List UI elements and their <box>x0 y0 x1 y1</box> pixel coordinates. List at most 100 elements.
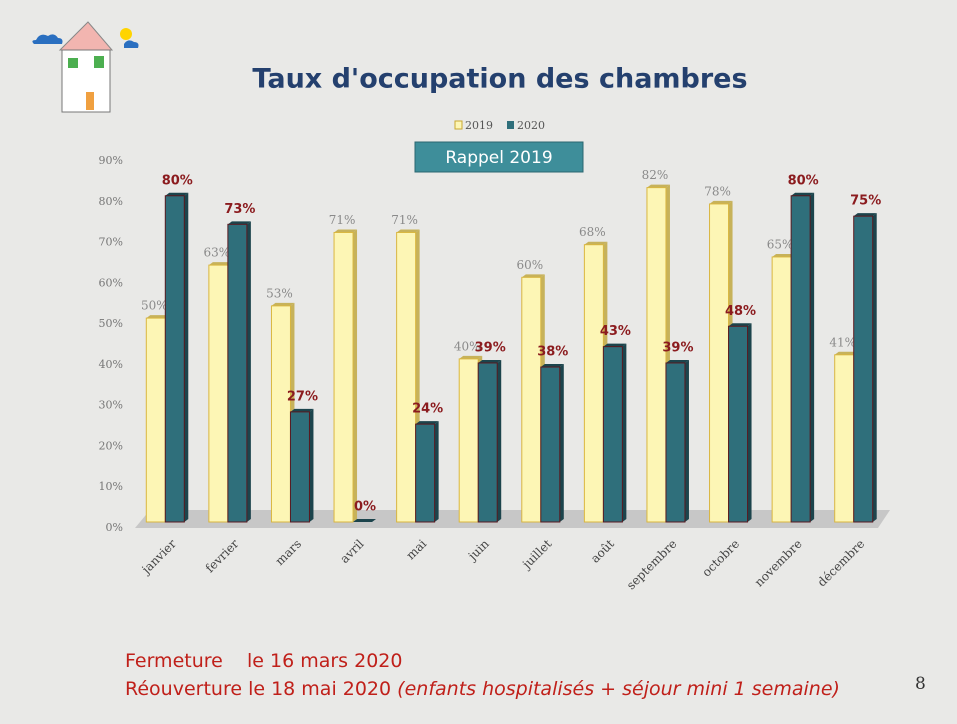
bar <box>145 317 166 523</box>
bar <box>164 195 185 523</box>
bar <box>853 215 874 523</box>
x-tick-label: juin <box>464 537 492 565</box>
value-label: 78% <box>704 184 731 198</box>
x-tick-label: janvier <box>138 537 179 578</box>
value-label: 68% <box>579 225 606 239</box>
bar <box>583 244 604 523</box>
annotation-box <box>414 141 584 173</box>
legend-swatch <box>454 120 463 130</box>
value-label: 40% <box>454 339 481 353</box>
bar-top <box>791 192 815 196</box>
bar-top <box>603 343 627 347</box>
value-label: 38% <box>537 345 568 360</box>
value-label: 43% <box>600 324 631 339</box>
bar-side <box>184 192 189 522</box>
x-tick-label: novembre <box>752 537 805 590</box>
bar-top <box>540 364 564 368</box>
bar <box>333 231 354 523</box>
bar-top <box>478 359 502 363</box>
bar-side <box>309 408 314 522</box>
bar-side <box>497 359 502 522</box>
bar-top <box>227 221 251 225</box>
bar <box>665 362 686 523</box>
x-tick-label: avril <box>337 537 366 566</box>
bar-top <box>165 192 189 196</box>
chart-title: Taux d'occupation des chambres <box>252 64 747 95</box>
bar <box>415 423 436 523</box>
bar-top <box>646 184 670 188</box>
legend-label: 2020 <box>517 119 545 132</box>
bar <box>834 354 855 523</box>
value-label: 53% <box>266 286 293 300</box>
house-icon <box>32 21 139 113</box>
bar <box>790 195 811 523</box>
value-label: 73% <box>224 202 255 217</box>
y-tick-label: 60% <box>99 276 123 289</box>
y-tick-label: 10% <box>99 480 123 493</box>
value-label: 0% <box>354 500 376 515</box>
bar-top <box>709 200 733 204</box>
bar <box>396 231 417 523</box>
x-tick-label: fevrier <box>203 537 242 576</box>
x-tick-label: août <box>588 537 617 566</box>
bar-side <box>810 192 815 522</box>
value-label: 60% <box>516 258 543 272</box>
bar-top <box>396 229 420 233</box>
value-label: 27% <box>287 389 318 404</box>
bar-top <box>415 421 439 425</box>
y-tick-label: 80% <box>99 195 123 208</box>
bar <box>602 346 623 523</box>
bar-side <box>622 343 627 522</box>
y-tick-label: 50% <box>99 317 123 330</box>
value-label: 71% <box>391 213 418 227</box>
x-tick-label: septembre <box>624 537 680 593</box>
x-tick-label: décembre <box>815 537 868 590</box>
bar-side <box>353 229 358 522</box>
bar-top <box>584 241 608 245</box>
value-label: 50% <box>141 299 168 313</box>
value-label: 71% <box>329 213 356 227</box>
bar <box>208 264 229 523</box>
bar-top <box>834 351 858 355</box>
bar <box>771 256 792 523</box>
floor <box>135 510 890 528</box>
value-label: 80% <box>788 173 819 188</box>
annotation: Rappel 2019 <box>445 148 552 168</box>
y-tick-label: 30% <box>99 399 123 412</box>
bar <box>227 223 248 523</box>
bar <box>709 203 730 523</box>
value-label: 39% <box>475 340 506 355</box>
footer-note: (enfants hospitalisés + séjour mini 1 se… <box>397 678 840 700</box>
bar-side <box>684 359 689 522</box>
footer-line1: Fermeture le 16 mars 2020 <box>125 650 403 672</box>
bar <box>728 325 749 523</box>
bar-side <box>246 221 251 523</box>
bar <box>646 187 667 523</box>
footer-line2-text: Réouverture le 18 mai 2020 <box>125 678 392 700</box>
bar <box>270 305 291 523</box>
y-tick-label: 90% <box>99 154 123 167</box>
bar-top <box>521 274 545 278</box>
y-tick-label: 40% <box>99 358 123 371</box>
value-label: 75% <box>850 194 881 209</box>
bar-top <box>459 355 483 359</box>
bar-top <box>772 253 796 257</box>
value-label: 39% <box>662 340 693 355</box>
bar-top <box>290 408 314 412</box>
value-label: 80% <box>162 173 193 188</box>
footer-line2: Réouverture le 18 mai 2020 (enfants hosp… <box>125 678 840 700</box>
value-label: 24% <box>412 402 443 417</box>
bar <box>458 358 479 523</box>
bar-side <box>559 364 564 522</box>
bar-side <box>747 323 752 522</box>
y-tick-label: 0% <box>106 521 123 534</box>
x-tick-label: mai <box>404 537 430 563</box>
x-tick-label: octobre <box>699 537 742 580</box>
bar-top <box>353 519 377 522</box>
page-number: 8 <box>915 674 926 694</box>
y-tick-label: 70% <box>99 236 123 249</box>
bar-top <box>271 302 295 306</box>
value-label: 48% <box>725 304 756 319</box>
bar <box>477 362 498 523</box>
bar <box>521 276 542 523</box>
